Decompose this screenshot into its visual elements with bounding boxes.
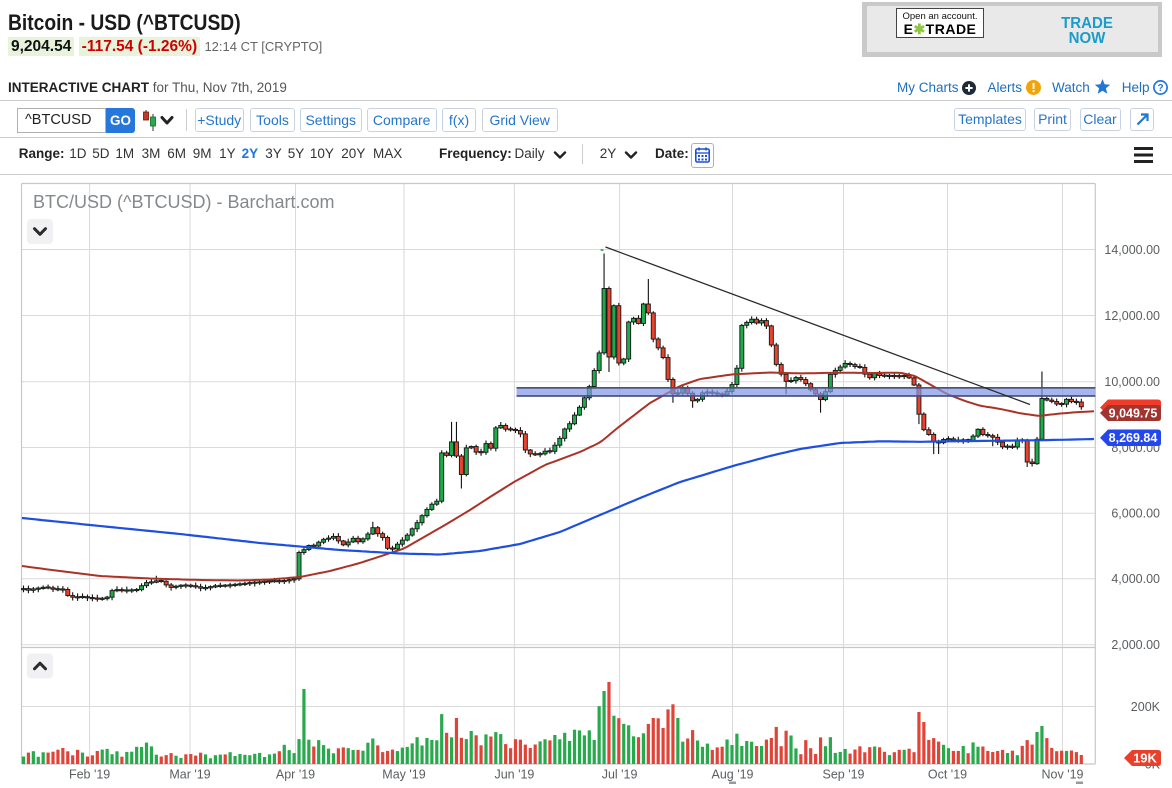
- svg-text:Sep '19: Sep '19: [822, 768, 864, 782]
- svg-text:2,000.00: 2,000.00: [1111, 638, 1160, 652]
- svg-text:?: ?: [1158, 83, 1164, 94]
- svg-text:Aug '19: Aug '19: [711, 768, 753, 782]
- svg-text:19K: 19K: [1133, 751, 1157, 766]
- svg-text:200K: 200K: [1131, 700, 1161, 714]
- svg-text:Apr '19: Apr '19: [276, 768, 315, 782]
- svg-text:4,000.00: 4,000.00: [1111, 572, 1160, 586]
- svg-text:12,000.00: 12,000.00: [1104, 309, 1160, 323]
- svg-text:9,049.75: 9,049.75: [1109, 406, 1158, 420]
- svg-text:8,269.84: 8,269.84: [1109, 431, 1158, 445]
- svg-text:Feb '19: Feb '19: [69, 768, 110, 782]
- svg-text:Mar '19: Mar '19: [169, 768, 210, 782]
- svg-text:Nov '19: Nov '19: [1042, 768, 1084, 782]
- svg-text:Oct '19: Oct '19: [928, 768, 967, 782]
- svg-text:Jul '19: Jul '19: [602, 768, 638, 782]
- svg-text:10,000.00: 10,000.00: [1104, 375, 1160, 389]
- svg-text:Jun '19: Jun '19: [494, 768, 534, 782]
- svg-text:6,000.00: 6,000.00: [1111, 507, 1160, 521]
- svg-text:14,000.00: 14,000.00: [1104, 243, 1160, 257]
- svg-text:May '19: May '19: [382, 768, 425, 782]
- svg-text:BTC/USD (^BTCUSD) - Barchart.c: BTC/USD (^BTCUSD) - Barchart.com: [33, 192, 334, 212]
